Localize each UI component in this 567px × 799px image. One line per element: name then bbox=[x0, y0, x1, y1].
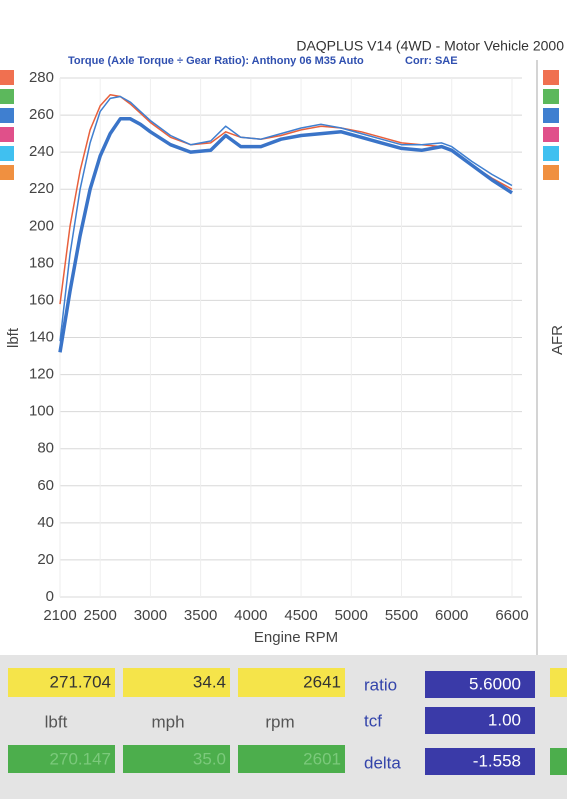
x-tick-label: 4000 bbox=[234, 607, 267, 624]
swatches bbox=[0, 70, 559, 180]
x-tick-label: 4500 bbox=[284, 607, 317, 624]
y-tick-label: 20 bbox=[37, 551, 54, 568]
param-label: delta bbox=[364, 753, 401, 772]
y-tick-label: 120 bbox=[29, 366, 54, 383]
x-tick-label: 2100 bbox=[43, 607, 76, 624]
x-tick-label: 5000 bbox=[335, 607, 368, 624]
x-tick-label: 3500 bbox=[184, 607, 217, 624]
y-tick-label: 220 bbox=[29, 180, 54, 197]
readout-previous: 35.0 bbox=[193, 749, 226, 768]
correction: Corr: SAE bbox=[405, 55, 458, 67]
series-line bbox=[58, 117, 513, 353]
y-tick-label: 40 bbox=[37, 514, 54, 531]
x-tick-label: 5500 bbox=[385, 607, 418, 624]
y-tick-label: 240 bbox=[29, 143, 54, 160]
x-axis-label: Engine RPM bbox=[254, 629, 338, 646]
param-value: 1.00 bbox=[488, 710, 521, 729]
readouts: 271.704 34.4 2641 lbft mph rpm 270.147 3… bbox=[8, 668, 567, 775]
x-tick-label: 3000 bbox=[134, 607, 167, 624]
readout-previous: 270.147 bbox=[50, 749, 111, 768]
param-label: ratio bbox=[364, 675, 397, 694]
y-tick-label: 260 bbox=[29, 106, 54, 123]
y-tick-label: 180 bbox=[29, 254, 54, 271]
param-value: -1.558 bbox=[473, 751, 521, 770]
y-tick-label: 140 bbox=[29, 328, 54, 345]
y-tick-label: 280 bbox=[29, 69, 54, 86]
readout-previous: 2601 bbox=[303, 749, 341, 768]
x-tick-label: 2500 bbox=[83, 607, 116, 624]
y-tick-label: 200 bbox=[29, 217, 54, 234]
series-line bbox=[59, 95, 513, 342]
readout-value: 34.4 bbox=[193, 672, 226, 691]
readout-value: 271.704 bbox=[50, 672, 111, 691]
y-tick-label: 100 bbox=[29, 403, 54, 420]
y-tick-label: 0 bbox=[46, 588, 54, 605]
readout-value: 2641 bbox=[303, 672, 341, 691]
y-tick-label: 160 bbox=[29, 291, 54, 308]
y-axis-label: lbft bbox=[5, 327, 22, 348]
readout-unit: mph bbox=[151, 712, 184, 731]
y-tick-label: 80 bbox=[37, 440, 54, 457]
param-label: tcf bbox=[364, 711, 382, 730]
x-tick-label: 6600 bbox=[495, 607, 528, 624]
y-tick-label: 60 bbox=[37, 477, 54, 494]
y2-axis-label: AFR bbox=[549, 325, 566, 355]
readout-unit: lbft bbox=[45, 712, 68, 731]
chart-subtitle: Torque (Axle Torque ÷ Gear Ratio): Antho… bbox=[68, 55, 364, 67]
chart-title: DAQPLUS V14 (4WD - Motor Vehicle 2000 bbox=[296, 38, 564, 54]
param-value: 5.6000 bbox=[469, 674, 521, 693]
readout-unit: rpm bbox=[265, 712, 294, 731]
x-tick-label: 6000 bbox=[435, 607, 468, 624]
